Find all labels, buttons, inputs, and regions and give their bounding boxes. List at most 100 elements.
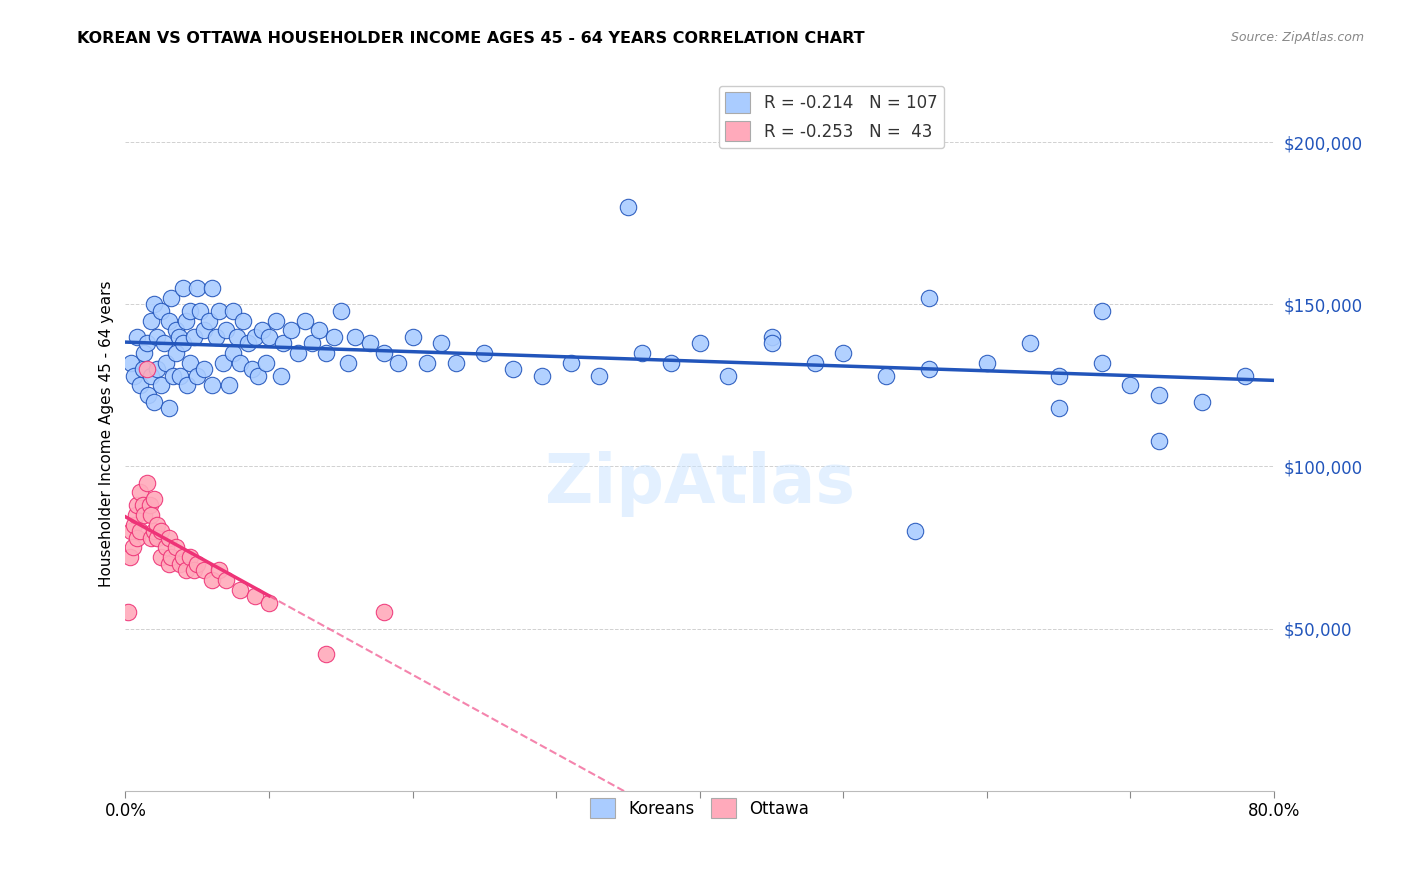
Point	[301, 336, 323, 351]
Point	[138, 388, 160, 402]
Point	[128, 485, 150, 500]
Point	[174, 313, 197, 327]
Point	[134, 508, 156, 522]
Point	[128, 524, 150, 539]
Point	[761, 330, 783, 344]
Point	[222, 346, 245, 360]
Point	[122, 368, 145, 383]
Point	[1019, 336, 1042, 351]
Text: Source: ZipAtlas.com: Source: ZipAtlas.com	[1230, 31, 1364, 45]
Point	[444, 356, 467, 370]
Point	[136, 362, 159, 376]
Point	[222, 303, 245, 318]
Point	[150, 524, 173, 539]
Point	[172, 550, 194, 565]
Point	[474, 346, 496, 360]
Point	[146, 517, 169, 532]
Point	[270, 368, 292, 383]
Point	[141, 368, 163, 383]
Point	[315, 648, 337, 662]
Point	[121, 541, 143, 555]
Point	[176, 378, 198, 392]
Point	[124, 508, 146, 522]
Point	[186, 281, 208, 295]
Point	[1147, 388, 1170, 402]
Point	[761, 336, 783, 351]
Point	[226, 330, 249, 344]
Point	[120, 524, 142, 539]
Point	[165, 346, 187, 360]
Point	[1119, 378, 1142, 392]
Point	[243, 589, 266, 603]
Point	[401, 330, 423, 344]
Point	[125, 330, 148, 344]
Point	[118, 550, 141, 565]
Point	[218, 378, 240, 392]
Point	[560, 356, 582, 370]
Point	[139, 499, 162, 513]
Point	[141, 313, 163, 327]
Point	[150, 550, 173, 565]
Point	[232, 313, 254, 327]
Point	[183, 330, 205, 344]
Point	[918, 362, 941, 376]
Point	[157, 531, 180, 545]
Y-axis label: Householder Income Ages 45 - 64 years: Householder Income Ages 45 - 64 years	[100, 281, 114, 587]
Point	[183, 563, 205, 577]
Point	[143, 394, 166, 409]
Point	[659, 356, 682, 370]
Point	[165, 323, 187, 337]
Point	[240, 362, 263, 376]
Point	[387, 356, 409, 370]
Point	[169, 368, 191, 383]
Point	[146, 362, 169, 376]
Point	[141, 508, 163, 522]
Point	[193, 362, 215, 376]
Point	[1047, 368, 1070, 383]
Point	[146, 330, 169, 344]
Point	[875, 368, 897, 383]
Point	[803, 356, 825, 370]
Point	[236, 336, 259, 351]
Point	[832, 346, 855, 360]
Point	[215, 573, 238, 587]
Point	[976, 356, 998, 370]
Point	[162, 368, 184, 383]
Point	[229, 582, 252, 597]
Point	[359, 336, 381, 351]
Point	[157, 401, 180, 415]
Point	[315, 346, 337, 360]
Point	[150, 303, 173, 318]
Point	[188, 303, 211, 318]
Point	[169, 557, 191, 571]
Point	[120, 356, 142, 370]
Point	[193, 323, 215, 337]
Point	[179, 356, 201, 370]
Point	[1091, 356, 1114, 370]
Point	[125, 499, 148, 513]
Point	[918, 291, 941, 305]
Point	[197, 313, 219, 327]
Point	[329, 303, 352, 318]
Point	[153, 336, 176, 351]
Point	[208, 563, 231, 577]
Point	[273, 336, 295, 351]
Point	[160, 550, 183, 565]
Point	[416, 356, 439, 370]
Point	[179, 550, 201, 565]
Text: ZipAtlas: ZipAtlas	[544, 451, 855, 517]
Point	[1047, 401, 1070, 415]
Point	[128, 378, 150, 392]
Point	[1234, 368, 1257, 383]
Point	[165, 541, 187, 555]
Point	[280, 323, 302, 337]
Point	[125, 531, 148, 545]
Point	[246, 368, 269, 383]
Point	[155, 541, 177, 555]
Point	[201, 573, 224, 587]
Point	[136, 475, 159, 490]
Point	[122, 517, 145, 532]
Point	[1191, 394, 1213, 409]
Point	[631, 346, 654, 360]
Point	[287, 346, 309, 360]
